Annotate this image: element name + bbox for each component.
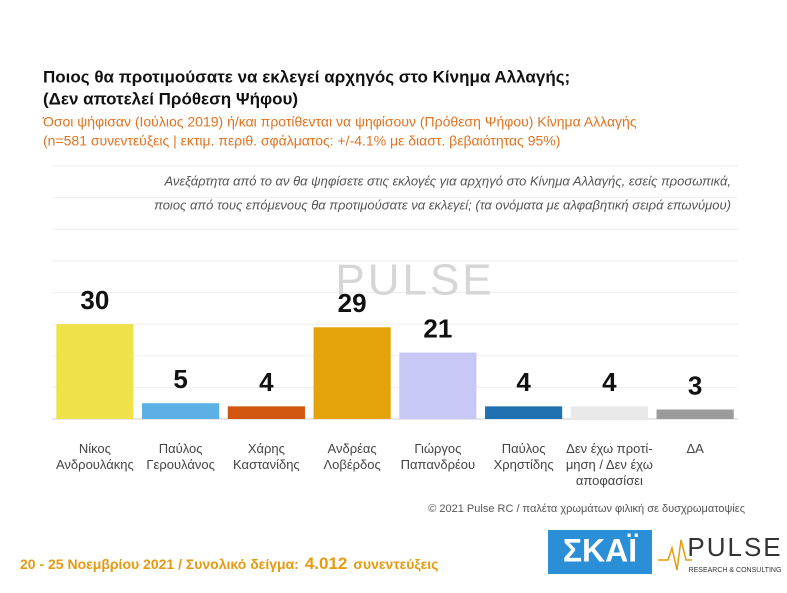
bar (56, 324, 134, 419)
data-label: 4 (259, 367, 274, 397)
pulse-logo-wave (658, 539, 692, 571)
watermark: PULSE (335, 256, 494, 305)
x-tick-label-line: Ανδρουλάκης (56, 457, 134, 472)
bar (485, 406, 563, 419)
bar (399, 352, 477, 419)
x-tick-label: Χάρης Καστανίδης (233, 441, 300, 472)
x-tick-label: Νίκος Ανδρουλάκης (56, 441, 134, 472)
x-tick-label: Δεν έχω προτί-μηση / Δεν έχω αποφασίσει (566, 441, 653, 488)
x-tick-label-line: Χρηστίδης (494, 457, 554, 472)
x-tick-label-line: Δεν έχω προτί- (566, 441, 652, 456)
question: Ανεξάρτητα από το αν θα ψηφίσετε στις εκ… (163, 173, 731, 188)
x-tick-label-line: Γιώργος (414, 441, 461, 456)
x-tick-label-line: Νίκος (79, 441, 111, 456)
x-tick-label: ΔΑ (686, 441, 704, 456)
x-tick-label-line: Ανδρέας (328, 441, 377, 456)
data-label: 29 (338, 288, 367, 318)
question: ποιος από τους επόμενους θα προτιμούσατε… (154, 197, 731, 212)
data-label: 4 (516, 367, 531, 397)
footer-sample: 4.012 (305, 554, 348, 573)
x-tick-label: Γιώργος Παπανδρέου (401, 441, 475, 472)
x-tick-label-line: Παύλος (502, 441, 546, 456)
x-tick-label-line: Παπανδρέου (401, 457, 475, 472)
pulse-logo-sub: RESEARCH & CONSULTING (689, 567, 782, 574)
bar (313, 327, 391, 419)
data-label: 5 (173, 364, 187, 394)
x-tick-label-line: μηση / Δεν έχω (566, 457, 653, 472)
bar (656, 409, 734, 419)
bar (227, 406, 305, 419)
footer-date: 20 - 25 Νοεμβρίου 2021 / Συνολικό δείγμα… (20, 554, 438, 573)
footer-sample-unit: συνεντεύξεις (353, 556, 438, 572)
chart-title: Ποιος θα προτιμούσατε να εκλεγεί αρχηγός… (43, 67, 570, 86)
x-tick-label-line: αποφασίσει (576, 473, 643, 488)
x-tick-label-line: Χάρης (248, 441, 285, 456)
skai-logo: ΣΚΑΪ (563, 532, 638, 568)
x-tick-label-line: Παύλος (159, 441, 203, 456)
data-label: 30 (80, 285, 109, 315)
data-label: 4 (602, 367, 617, 397)
skai-logo-box (548, 530, 652, 574)
chart-title: (Δεν αποτελεί Πρόθεση Ψήφου) (43, 89, 298, 108)
x-tick-label-line: Γερουλάνος (146, 457, 215, 472)
data-label: 3 (688, 370, 702, 400)
x-tick-label: Ανδρέας Λοβέρδος (323, 441, 380, 472)
copyright: © 2021 Pulse RC / παλέτα χρωμάτων φιλική… (428, 503, 745, 515)
x-tick-label-line: ΔΑ (686, 441, 704, 456)
footer-date: 20 - 25 Νοεμβρίου 2021 / Συνολικό δείγμα… (20, 556, 299, 572)
grid (52, 165, 738, 420)
bar (570, 406, 648, 419)
x-tick-label: Παύλος Γερουλάνος (146, 441, 215, 472)
x-tick-label-line: Λοβέρδος (323, 457, 380, 472)
x-tick-label-line: Καστανίδης (233, 457, 300, 472)
x-tick-label: Παύλος Χρηστίδης (494, 441, 554, 472)
pulse-logo: PULSE (687, 532, 782, 562)
data-label: 21 (423, 313, 452, 343)
subtitle: Όσοι ψήφισαν (Ιούλιος 2019) ή/και προτίθ… (42, 114, 637, 130)
subtitle: (n=581 συνεντεύξεις | εκτιμ. περιθ. σφάλ… (43, 133, 560, 149)
bar (142, 403, 220, 419)
